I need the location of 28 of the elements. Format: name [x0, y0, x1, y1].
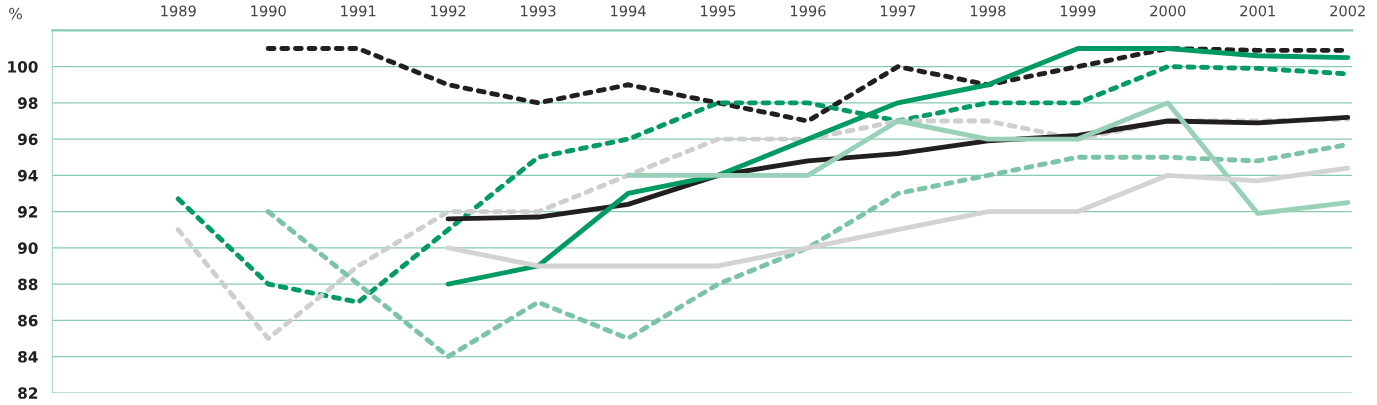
line-series [445, 165, 1351, 269]
y-tick-label: 84 [18, 351, 38, 363]
y-tick-label: 98 [17, 97, 38, 109]
x-tick-label: 2000 [1150, 5, 1186, 17]
line-series [625, 100, 1351, 216]
y-tick-label: 88 [18, 278, 38, 291]
x-tick-label: 1992 [431, 5, 466, 17]
y-tick-label: 96 [17, 133, 38, 146]
x-tick-label: 1995 [701, 5, 736, 17]
x-tick-label: 1997 [880, 5, 916, 17]
x-tick-label: 1990 [251, 5, 286, 17]
line-series [175, 116, 1351, 341]
x-tick-label: 1993 [521, 5, 556, 17]
y-tick-label: 90 [17, 242, 38, 254]
y-tick-label: 82 [18, 387, 38, 399]
x-tick-label: 2002 [1330, 5, 1365, 17]
x-tick-label: 1994 [611, 5, 646, 17]
y-tick-label: 86 [18, 314, 38, 327]
y-tick-label: 100 [8, 61, 38, 73]
x-tick-label: 1996 [791, 5, 826, 17]
x-tick-label: 1991 [341, 5, 376, 17]
y-tick-label: 94 [17, 169, 38, 182]
y-tick-label: 92 [17, 206, 38, 218]
x-tick-label: 1999 [1060, 5, 1096, 17]
x-tick-label: 2001 [1240, 5, 1275, 17]
x-tick-label: 1998 [970, 5, 1006, 17]
x-tick-label: 1989 [161, 5, 196, 17]
y-axis-title: % [9, 7, 22, 20]
